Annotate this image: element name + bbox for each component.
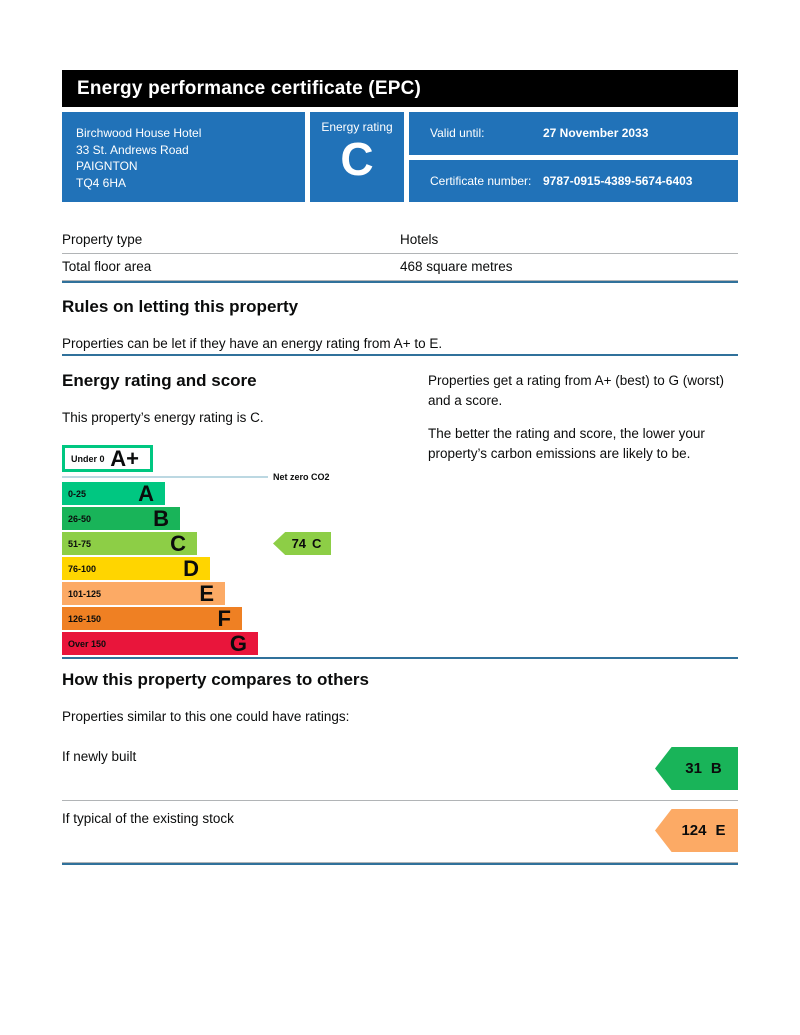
document-title: Energy performance certificate (EPC) <box>77 77 422 99</box>
band-letter: F <box>217 605 231 631</box>
comparison-row: If newly built 31 B <box>62 739 738 801</box>
energy-rating-left-column: Energy rating and score This property’s … <box>62 356 428 657</box>
band-range-label: Under 0 <box>71 453 105 464</box>
rules-heading: Rules on letting this property <box>62 297 299 316</box>
band-range-label: Over 150 <box>68 638 107 649</box>
band-range-label: 51-75 <box>68 538 92 549</box>
certificate-validity: Valid until: 27 November 2033 Certificat… <box>409 112 738 202</box>
rating-band-b: 26-50 B <box>62 507 180 530</box>
property-address: Birchwood House Hotel 33 St. Andrews Roa… <box>62 112 305 202</box>
rating-band-a: 0-25 A <box>62 482 165 505</box>
band-range-label: 76-100 <box>68 563 97 574</box>
property-detail-value: Hotels <box>400 232 439 247</box>
comparison-letter: E <box>715 822 726 839</box>
band-letter: C <box>170 530 186 556</box>
comparison-rating-arrow: 124 E <box>655 809 738 852</box>
valid-until-label: Valid until: <box>430 126 485 141</box>
net-zero-line <box>62 476 268 478</box>
energy-rating-heading: Energy rating and score <box>62 371 257 390</box>
comparison-score: 124 <box>681 822 707 839</box>
current-rating-arrow: 74 C <box>273 532 331 555</box>
band-letter: G <box>229 630 247 656</box>
address-line-4: TQ4 6HA <box>76 175 127 190</box>
rating-band-g: Over 150 G <box>62 632 258 655</box>
rating-band-f: 126-150 F <box>62 607 242 630</box>
rating-band-d: 76-100 D <box>62 557 210 580</box>
rating-band-e: 101-125 E <box>62 582 225 605</box>
property-details-table: Property type Hotels Total floor area 468 s… <box>62 227 738 281</box>
current-rating-letter: C <box>312 536 322 551</box>
certificate-summary: Birchwood House Hotel 33 St. Andrews Roa… <box>62 112 738 202</box>
comparison-label: If newly built <box>62 749 137 764</box>
comparison-heading: How this property compares to others <box>62 670 369 689</box>
rules-body: Properties can be let if they have an en… <box>62 336 443 351</box>
rating-explainer-1: Properties get a rating from A+ (best) t… <box>428 373 724 408</box>
certificate-number-box: Certificate number: 9787-0915-4389-5674-… <box>409 159 738 202</box>
certificate-number-value: 9787-0915-4389-5674-6403 <box>543 173 693 188</box>
comparison-score: 31 <box>685 760 702 777</box>
property-detail-label: Property type <box>62 232 143 247</box>
property-detail-value: 468 square metres <box>400 259 513 274</box>
address-line-1: Birchwood House Hotel <box>76 126 202 140</box>
band-range-label: 26-50 <box>68 513 92 524</box>
property-detail-label: Total floor area <box>62 259 152 274</box>
band-letter: B <box>153 505 169 531</box>
energy-rating-chart: Under 0 A+ Net zero CO2 0-25 A 26-50 B 51-75 C 76… <box>62 445 428 655</box>
rating-scale: Under 0 A+ Net zero CO2 0-25 A 26-50 B 51-75 C 76… <box>62 445 428 655</box>
net-zero-marker: Net zero CO2 <box>62 472 428 482</box>
rules-section: Rules on letting this property Propertie… <box>62 297 738 354</box>
band-letter: D <box>183 555 199 581</box>
comparison-intro: Properties similar to this one could hav… <box>62 709 350 724</box>
band-range-label: 0-25 <box>68 488 87 499</box>
net-zero-label: Net zero CO2 <box>273 472 330 482</box>
energy-rating-value: C <box>340 133 374 185</box>
valid-until-box: Valid until: 27 November 2033 <box>409 112 738 155</box>
rating-explainer-2: The better the rating and score, the low… <box>428 426 705 461</box>
section-divider <box>62 281 738 283</box>
section-divider <box>62 657 738 659</box>
comparison-row: If typical of the existing stock 124 E <box>62 801 738 863</box>
energy-rating-intro: This property’s energy rating is C. <box>62 410 264 425</box>
energy-rating-right-column: Properties get a rating from A+ (best) t… <box>428 356 738 657</box>
epc-document: Energy performance certificate (EPC) Bir… <box>62 0 738 865</box>
address-line-2: 33 St. Andrews Road <box>76 142 189 157</box>
band-range-label: 126-150 <box>68 613 102 624</box>
comparison-section: How this property compares to others Pro… <box>62 670 738 863</box>
comparison-rating-arrow: 31 B <box>655 747 738 790</box>
comparison-label: If typical of the existing stock <box>62 811 234 826</box>
band-range-label: 101-125 <box>68 588 102 599</box>
rating-band-c: 51-75 C <box>62 532 197 555</box>
document-title-bar: Energy performance certificate (EPC) <box>62 70 738 107</box>
section-divider <box>62 354 738 356</box>
property-detail-row: Property type Hotels <box>62 227 738 254</box>
band-letter: E <box>199 580 214 606</box>
current-rating-score: 74 <box>291 536 307 551</box>
band-letter: A+ <box>110 445 139 471</box>
comparison-rows: If newly built 31 B If typical of the exist… <box>62 739 738 863</box>
band-letter: A <box>138 480 154 506</box>
valid-until-value: 27 November 2033 <box>543 126 649 141</box>
energy-rating-box: Energy rating C <box>310 112 404 202</box>
address-line-3: PAIGNTON <box>76 159 138 173</box>
certificate-number-label: Certificate number: <box>430 173 532 188</box>
energy-rating-section: Energy rating and score This property’s … <box>62 356 738 657</box>
property-detail-row: Total floor area 468 square metres <box>62 254 738 281</box>
comparison-letter: B <box>710 760 722 777</box>
energy-rating-label: Energy rating <box>321 120 393 134</box>
rating-band-a-plus: Under 0 A+ <box>62 445 153 472</box>
bottom-divider <box>62 863 738 865</box>
